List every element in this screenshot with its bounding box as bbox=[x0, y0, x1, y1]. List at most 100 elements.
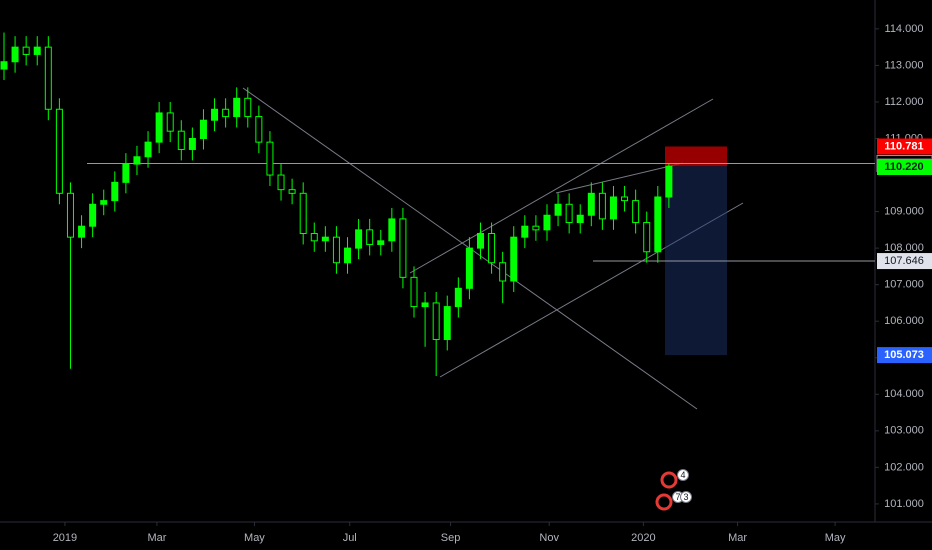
y-tick-label: 113.000 bbox=[885, 59, 924, 71]
candle-body bbox=[621, 196, 629, 202]
candle-body bbox=[188, 137, 196, 150]
candle-body bbox=[332, 236, 340, 264]
candle-body bbox=[465, 247, 473, 289]
event-badge bbox=[680, 491, 692, 503]
price-label-box bbox=[877, 347, 932, 364]
candle-body bbox=[554, 203, 562, 216]
candle-body bbox=[78, 225, 86, 238]
y-tick-label: 108.000 bbox=[884, 242, 924, 254]
price-label-box bbox=[877, 158, 932, 175]
candle-body bbox=[443, 306, 451, 340]
candle-body bbox=[11, 46, 19, 63]
candle-body bbox=[576, 214, 584, 224]
candle-body bbox=[155, 112, 163, 143]
y-tick-label: 101.000 bbox=[884, 498, 924, 510]
y-tick-label: 112.000 bbox=[885, 96, 924, 108]
trend-line bbox=[555, 162, 684, 194]
candle-body bbox=[299, 192, 307, 235]
candle-body bbox=[366, 229, 374, 245]
candle-body bbox=[665, 165, 673, 198]
candle-body bbox=[133, 156, 141, 165]
candle-body bbox=[499, 262, 507, 282]
candle-body bbox=[532, 225, 540, 231]
event-count: 7 bbox=[675, 492, 680, 502]
x-tick-label: Mar bbox=[728, 532, 747, 544]
y-tick-label: 102.000 bbox=[884, 461, 924, 473]
candle-body bbox=[66, 192, 74, 238]
candle-body bbox=[55, 108, 63, 194]
candle-body bbox=[476, 233, 484, 249]
trend-line bbox=[439, 202, 744, 378]
candle-body bbox=[177, 130, 185, 150]
candle-body bbox=[310, 233, 318, 242]
candle-body bbox=[22, 46, 30, 55]
candle-body bbox=[233, 97, 241, 118]
event-count: 4 bbox=[680, 470, 685, 480]
x-tick-label: May bbox=[825, 532, 846, 544]
price-label: 110.220 bbox=[884, 161, 923, 173]
candle-body bbox=[111, 181, 119, 202]
event-badge bbox=[677, 469, 689, 481]
candle-body bbox=[632, 200, 640, 224]
candle-body bbox=[598, 192, 606, 220]
candle-body bbox=[432, 302, 440, 340]
price-label: 110.781 bbox=[884, 140, 923, 152]
price-label: 105.073 bbox=[884, 349, 924, 361]
price-label: 107.646 bbox=[884, 255, 924, 267]
candle-body bbox=[543, 214, 551, 231]
candle-body bbox=[244, 97, 252, 118]
y-tick-label: 109.000 bbox=[884, 205, 924, 217]
stop-zone bbox=[665, 146, 727, 167]
candle-body bbox=[377, 240, 385, 245]
candle-body bbox=[388, 218, 396, 242]
y-tick-label: 107.000 bbox=[884, 279, 924, 291]
candle-body bbox=[321, 236, 329, 242]
x-tick-label: Mar bbox=[147, 532, 166, 544]
candle-body bbox=[654, 196, 662, 253]
candle-body bbox=[100, 200, 108, 205]
candle-body bbox=[454, 287, 462, 308]
candle-body bbox=[122, 163, 130, 183]
price-label-box bbox=[877, 253, 932, 270]
candle-body bbox=[510, 236, 518, 282]
y-tick-label: 103.000 bbox=[884, 425, 924, 437]
candle-body bbox=[266, 141, 274, 176]
y-tick-label: 104.000 bbox=[884, 388, 924, 400]
candle-body bbox=[0, 61, 8, 70]
x-tick-label: May bbox=[244, 532, 265, 544]
candle-body bbox=[421, 302, 429, 308]
price-label-box bbox=[877, 138, 932, 155]
candle-body bbox=[211, 108, 219, 121]
candle-body bbox=[44, 46, 52, 110]
candle-body bbox=[222, 108, 230, 118]
trend-line bbox=[409, 98, 714, 274]
event-count: 3 bbox=[683, 492, 688, 502]
candle-body bbox=[609, 196, 617, 220]
event-icon bbox=[655, 493, 673, 511]
candle-body bbox=[410, 276, 418, 308]
candle-body bbox=[255, 116, 263, 143]
x-tick-label: 2020 bbox=[631, 532, 655, 544]
x-tick-label: Sep bbox=[441, 532, 461, 544]
candle-body bbox=[521, 225, 529, 238]
candle-body bbox=[288, 189, 296, 194]
candle-body bbox=[199, 119, 207, 139]
y-tick-label: 106.000 bbox=[884, 315, 924, 327]
candle-body bbox=[89, 203, 97, 227]
event-icon bbox=[660, 471, 678, 489]
candle-body bbox=[344, 247, 352, 264]
y-tick-label: 114.000 bbox=[885, 23, 924, 35]
candle-body bbox=[643, 222, 651, 253]
x-tick-label: Nov bbox=[539, 532, 559, 544]
candle-body bbox=[355, 229, 363, 249]
candle-body bbox=[399, 218, 407, 278]
candle-body bbox=[488, 233, 496, 264]
candle-body bbox=[565, 203, 573, 224]
candle-body bbox=[144, 141, 152, 158]
x-tick-label: Jul bbox=[343, 532, 357, 544]
candle-body bbox=[166, 112, 174, 132]
x-tick-label: 2019 bbox=[53, 532, 77, 544]
candle-body bbox=[277, 174, 285, 191]
